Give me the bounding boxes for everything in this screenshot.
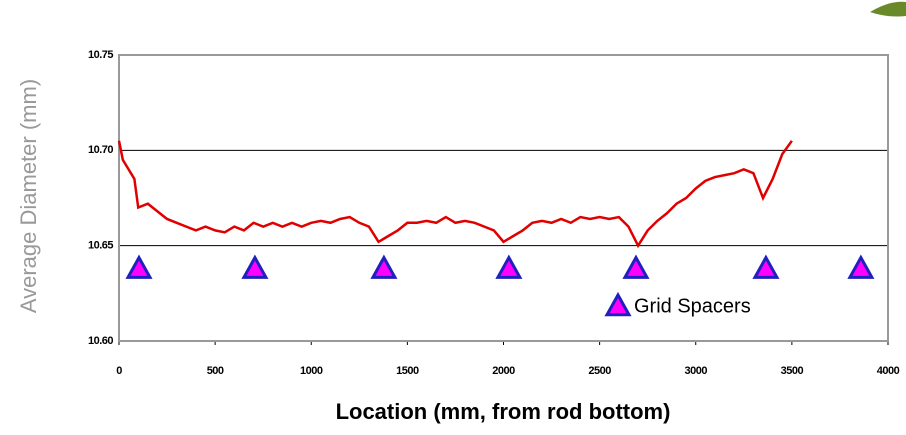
marker <box>847 254 875 279</box>
marker <box>241 254 269 279</box>
marker <box>752 254 780 279</box>
y-axis-label: Average Diameter (mm) <box>16 79 41 313</box>
y-tick-label: 10.70 <box>88 144 113 156</box>
x-tick-label: 1000 <box>300 365 323 377</box>
decoration <box>870 1 906 17</box>
marker <box>622 254 650 279</box>
x-tick-label: 0 <box>116 365 122 377</box>
x-tick-label: 2500 <box>588 365 611 377</box>
x-tick-label: 3000 <box>685 365 708 377</box>
x-tick-label: 500 <box>207 365 224 377</box>
x-tick-label: 3500 <box>781 365 804 377</box>
legend-label: Grid Spacers <box>634 295 751 317</box>
y-tick-label: 10.75 <box>88 49 113 61</box>
marker <box>495 254 523 279</box>
marker <box>370 254 398 279</box>
legend-marker <box>604 291 632 317</box>
marker <box>125 254 153 279</box>
data-line <box>117 140 793 249</box>
x-tick-label: 1500 <box>396 365 419 377</box>
x-tick-label: 4000 <box>877 365 900 377</box>
y-tick-label: 10.65 <box>88 240 113 252</box>
x-tick-label: 2000 <box>492 365 515 377</box>
plot-border <box>118 54 889 342</box>
x-axis-label: Location (mm, from rod bottom) <box>336 399 671 424</box>
y-tick-label: 10.60 <box>88 335 113 347</box>
